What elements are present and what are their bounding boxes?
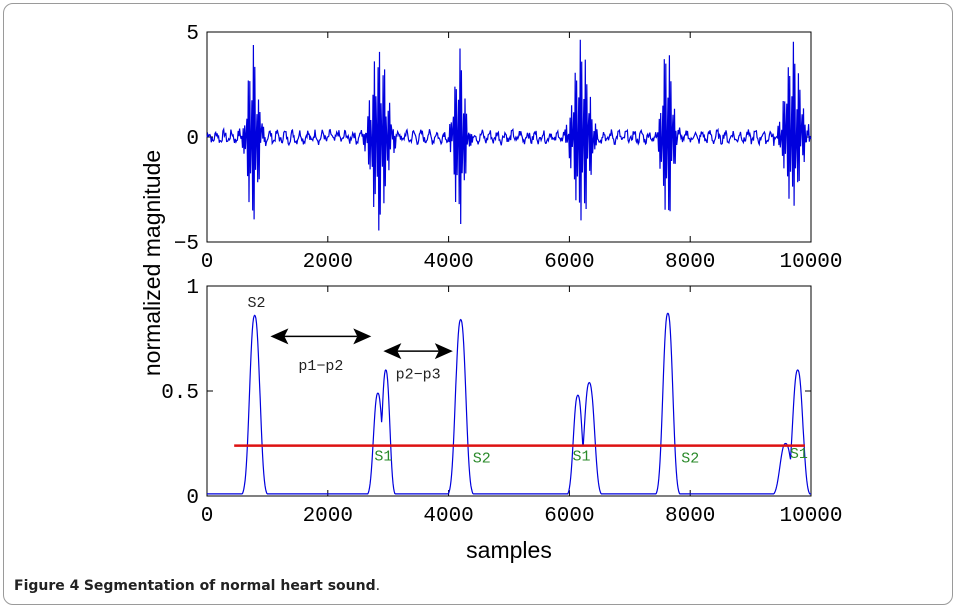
interval-arrowhead-right bbox=[353, 328, 372, 345]
interval-arrowhead-right bbox=[434, 343, 453, 360]
bottom-xtick-label: 8000 bbox=[665, 505, 715, 528]
caption-period: . bbox=[375, 578, 381, 594]
y-axis-label: normalized magnitude bbox=[139, 150, 165, 376]
bottom-xtick-label: 10000 bbox=[779, 505, 842, 528]
waveform-line bbox=[206, 39, 812, 231]
bottom-xtick-label: 4000 bbox=[423, 505, 473, 528]
interval-arrowhead-left bbox=[270, 328, 289, 345]
interval-arrowhead-left bbox=[383, 343, 402, 360]
top-ytick-label: 5 bbox=[186, 23, 199, 46]
bottom-axes-box bbox=[206, 285, 812, 497]
bottom-ytick-label: 1 bbox=[186, 277, 199, 300]
bottom-ytick-label: 0 bbox=[186, 487, 199, 510]
bottom-xtick-label: 2000 bbox=[303, 505, 353, 528]
envelope-line bbox=[207, 312, 811, 495]
bottom-xtick-label: 0 bbox=[201, 505, 214, 528]
top-xtick-label: 6000 bbox=[544, 251, 594, 274]
segment-label-s2: S2 bbox=[681, 450, 699, 467]
segment-label-s1: S1 bbox=[572, 448, 590, 465]
bottom-ytick-label: 0.5 bbox=[161, 382, 199, 405]
bottom-xtick-label: 6000 bbox=[544, 505, 594, 528]
segment-label-s1: S1 bbox=[374, 448, 392, 465]
interval-label: p1−p2 bbox=[298, 358, 343, 375]
top-ytick-label: −5 bbox=[174, 233, 199, 256]
peak-label-s2: S2 bbox=[248, 295, 266, 312]
top-ytick-label: 0 bbox=[186, 128, 199, 151]
top-xtick-label: 0 bbox=[201, 251, 214, 274]
segment-label-s1: S1 bbox=[790, 446, 808, 463]
interval-label: p2−p3 bbox=[396, 366, 441, 383]
top-xtick-label: 4000 bbox=[423, 251, 473, 274]
top-xtick-label: 10000 bbox=[779, 251, 842, 274]
segment-label-s2: S2 bbox=[473, 450, 491, 467]
figure-caption: Figure 4 Segmentation of normal heart so… bbox=[14, 578, 380, 594]
caption-label: Figure 4 bbox=[14, 578, 80, 594]
x-axis-label: samples bbox=[466, 537, 552, 563]
caption-text: Segmentation of normal heart sound bbox=[83, 578, 376, 594]
top-xtick-label: 8000 bbox=[665, 251, 715, 274]
top-xtick-label: 2000 bbox=[303, 251, 353, 274]
